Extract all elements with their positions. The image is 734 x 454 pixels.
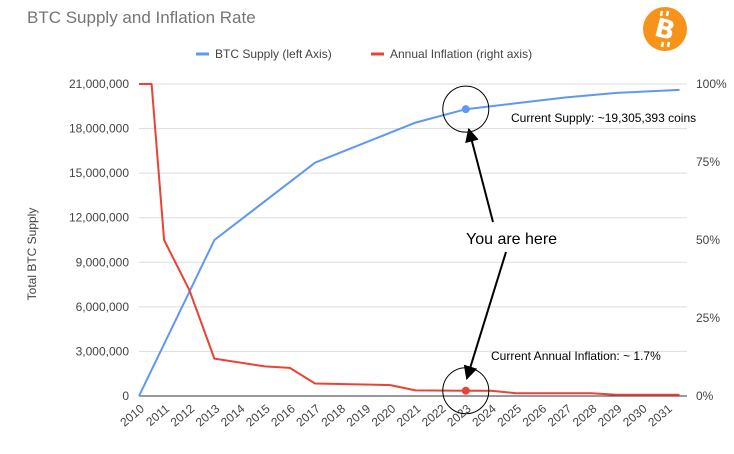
y2-tick-label: 0% xyxy=(696,389,714,403)
chart-title: BTC Supply and Inflation Rate xyxy=(27,8,256,27)
x-tick-label: 2027 xyxy=(545,401,575,429)
arrow-to-inflation xyxy=(463,251,507,381)
y-tick-label: 15,000,000 xyxy=(69,166,129,180)
current-inflation-annotation: Current Annual Inflation: ~ 1.7% xyxy=(491,349,661,363)
x-tick-label: 2028 xyxy=(570,401,600,429)
you-are-here-annotation: You are here xyxy=(466,231,557,248)
y-tick-label: 6,000,000 xyxy=(76,300,130,314)
x-tick-label: 2017 xyxy=(293,401,323,429)
x-tick-label: 2026 xyxy=(520,401,550,429)
arrow-to-supply xyxy=(465,127,494,223)
y2-tick-label: 100% xyxy=(696,77,727,91)
y-tick-label: 3,000,000 xyxy=(76,344,130,358)
x-tick-label: 2025 xyxy=(495,401,525,429)
x-tick-label: 2022 xyxy=(419,401,449,429)
y-tick-label: 0 xyxy=(122,389,129,403)
current-inflation-point xyxy=(461,386,470,395)
current-supply-annotation: Current Supply: ~19,305,393 coins xyxy=(511,111,696,125)
x-tick-label: 2021 xyxy=(394,401,424,429)
x-tick-label: 2011 xyxy=(143,401,172,429)
bitcoin-logo-icon: B xyxy=(643,7,687,51)
annotations: Current Supply: ~19,305,393 coins You are… xyxy=(442,85,696,415)
x-tick-label: 2020 xyxy=(369,401,399,429)
legend: BTC Supply (left Axis) Annual Inflation (… xyxy=(196,47,532,61)
y-tick-label: 12,000,000 xyxy=(69,211,129,225)
x-tick-label: 2031 xyxy=(645,401,675,429)
y2-tick-label: 75% xyxy=(696,155,720,169)
legend-label: BTC Supply (left Axis) xyxy=(215,47,332,61)
x-axis-ticks: 2010201120122013201420152016201720182019… xyxy=(117,401,675,429)
x-tick-label: 2012 xyxy=(168,401,198,429)
x-tick-label: 2018 xyxy=(319,401,349,429)
y-tick-label: 18,000,000 xyxy=(69,122,129,136)
x-tick-label: 2013 xyxy=(193,401,223,429)
y-tick-label: 9,000,000 xyxy=(76,255,130,269)
x-tick-label: 2015 xyxy=(243,401,273,429)
x-tick-label: 2016 xyxy=(268,401,298,429)
x-tick-label: 2029 xyxy=(595,401,625,429)
y2-tick-label: 25% xyxy=(696,311,720,325)
y-tick-label: 21,000,000 xyxy=(69,77,129,91)
left-axis-ticks: 0 3,000,000 6,000,000 9,000,000 12,000,000 15… xyxy=(69,77,129,403)
x-tick-label: 2030 xyxy=(620,401,650,429)
legend-label: Annual Inflation (right axis) xyxy=(390,47,532,61)
current-supply-point xyxy=(461,105,470,114)
series-lines xyxy=(138,83,680,397)
x-tick-label: 2010 xyxy=(117,401,147,429)
y-axis-label: Total BTC Supply xyxy=(25,208,39,301)
x-tick-label: 2024 xyxy=(469,401,499,429)
x-tick-label: 2014 xyxy=(218,401,248,429)
x-tick-label: 2019 xyxy=(344,401,374,429)
right-axis-ticks: 0% 25% 50% 75% 100% xyxy=(696,77,727,403)
inflation-line xyxy=(139,83,680,396)
y2-tick-label: 50% xyxy=(696,233,720,247)
gridlines xyxy=(139,83,687,397)
